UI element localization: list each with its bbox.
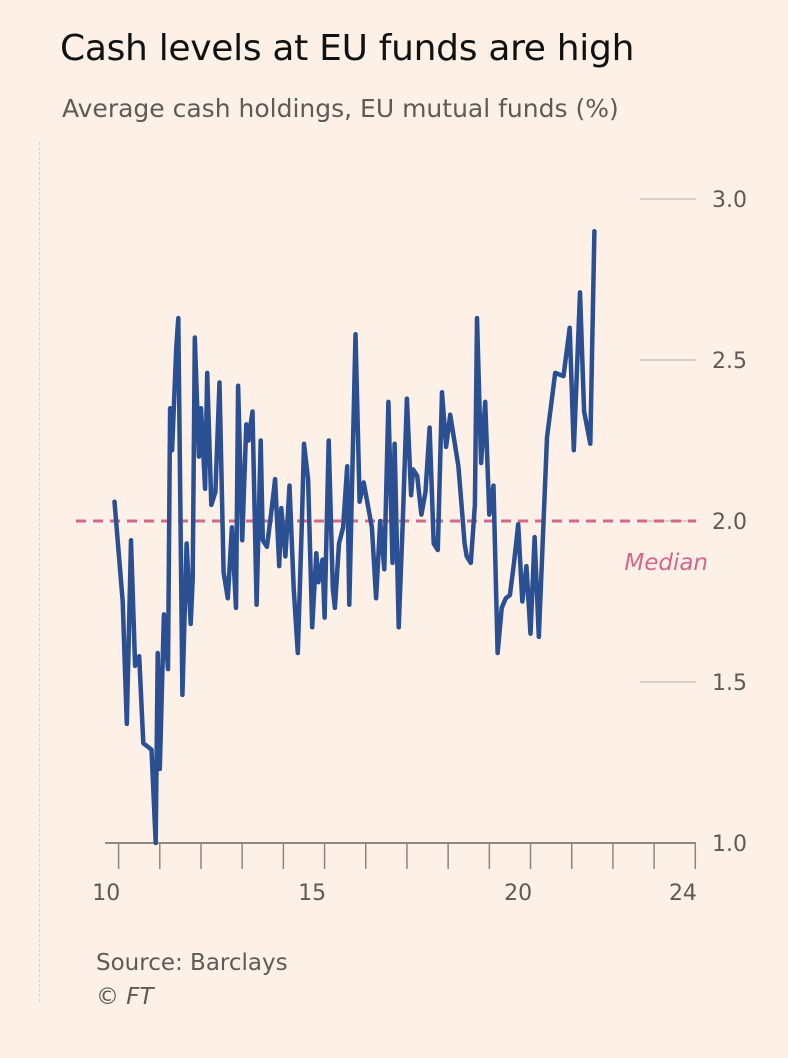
x-tick-label: 24	[669, 881, 697, 906]
line-chart: 1.0 1.5 2.0 2.5 3.0 10 15 20 24 Median	[76, 188, 747, 906]
y-tick-labels: 1.0 1.5 2.0 2.5 3.0	[712, 188, 747, 857]
cash-holdings-series-line	[112, 228, 597, 846]
y-tick-label: 1.0	[712, 832, 747, 857]
x-tick-label: 15	[298, 881, 326, 906]
x-tick-label: 10	[92, 881, 120, 906]
copyright-note: © FT	[96, 984, 154, 1010]
x-tick-labels: 10 15 20 24	[92, 881, 697, 906]
source-note: Source: Barclays	[96, 950, 288, 976]
y-gridlines	[640, 198, 696, 683]
y-tick-label: 1.5	[712, 671, 747, 696]
chart-subtitle: Average cash holdings, EU mutual funds (…	[62, 94, 619, 123]
y-tick-label: 2.5	[712, 349, 747, 374]
x-axis	[105, 842, 697, 869]
y-tick-label: 2.0	[712, 510, 747, 535]
left-dashed-rule	[39, 142, 40, 1002]
y-tick-label: 3.0	[712, 188, 747, 213]
x-tick-label: 20	[504, 881, 532, 906]
median-label: Median	[624, 550, 708, 576]
chart-title: Cash levels at EU funds are high	[60, 28, 635, 69]
